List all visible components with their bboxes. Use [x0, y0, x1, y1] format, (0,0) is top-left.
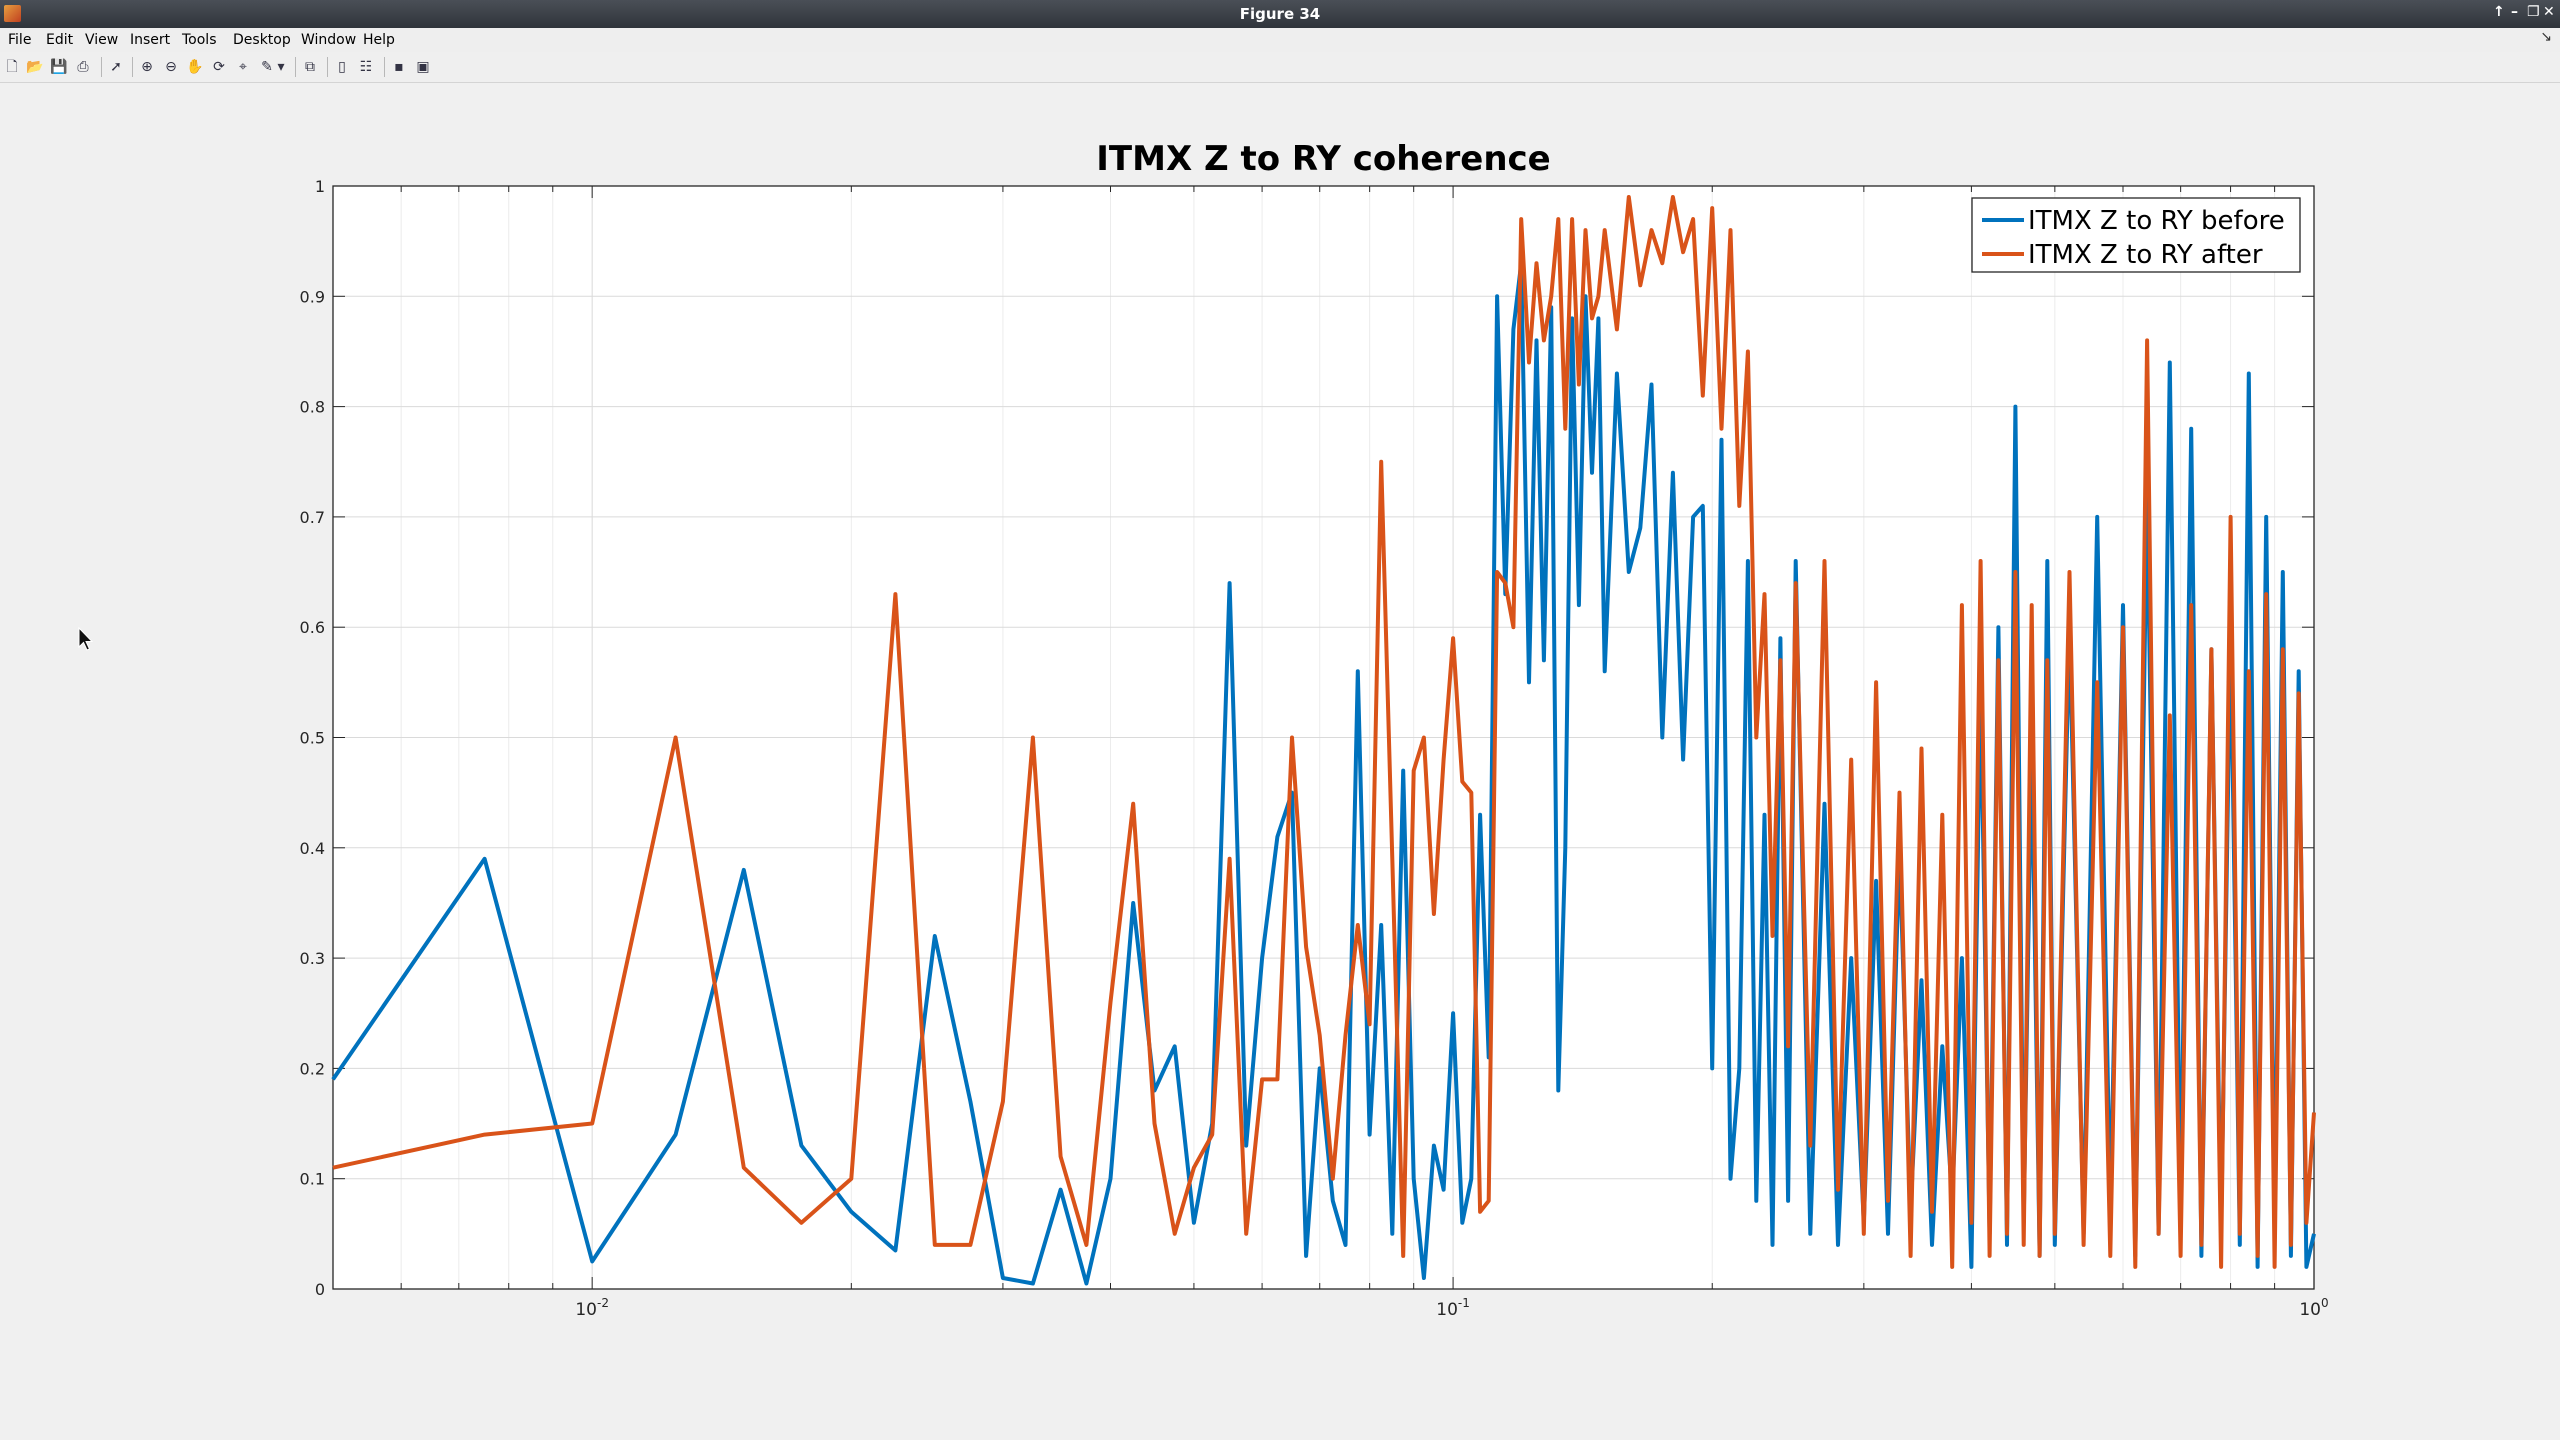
hide-plot-tools-icon[interactable]: ▪ [394, 59, 404, 75]
menu-help[interactable]: Help [363, 32, 395, 48]
toolbar-separator [327, 57, 328, 77]
pan-icon[interactable]: ✋ [186, 59, 204, 75]
rotate-3d-icon[interactable]: ⟳ [213, 59, 225, 75]
menu-edit[interactable]: Edit [46, 32, 74, 48]
axes-box [332, 185, 2315, 1290]
legend-box [1971, 197, 2301, 273]
toolbar-separator [295, 57, 296, 77]
y-tick-label: 0.5 [300, 729, 325, 748]
menu-bar: File Edit View Insert Tools Desktop Wind… [0, 28, 2560, 52]
toolbar-separator [384, 57, 385, 77]
new-figure-icon[interactable]: 🗋 [6, 59, 18, 75]
collapse-menu-icon[interactable]: ↘ [2540, 29, 2552, 45]
x-tick-label: 100 [2299, 1296, 2328, 1320]
y-tick-label: 0.4 [300, 839, 325, 858]
matlab-logo-icon [4, 5, 21, 22]
data-cursor-icon[interactable]: ⌖ [239, 59, 247, 75]
menu-view[interactable]: View [85, 32, 119, 48]
minimize-window-icon[interactable]: – [2511, 4, 2518, 20]
link-plot-icon[interactable]: ⧉ [305, 59, 315, 75]
y-tick-label: 0.1 [300, 1170, 325, 1189]
window-titlebar: Figure 34 ↑ – ❐ ✕ [0, 0, 2560, 28]
menu-window[interactable]: Window [301, 32, 357, 48]
menu-file[interactable]: File [8, 32, 32, 48]
x-tick-label: 10-2 [575, 1296, 609, 1320]
legend-label: ITMX Z to RY after [2028, 240, 2263, 270]
legend-icon[interactable]: ☷ [359, 59, 373, 75]
y-tick-label: 1 [315, 177, 325, 196]
legend-label: ITMX Z to RY before [2028, 206, 2285, 236]
pointer-icon[interactable]: ➚ [110, 59, 122, 75]
toolbar-separator [101, 57, 102, 77]
figure-toolbar: 🗋 📂 💾 ⎙ ➚ ⊕ ⊖ ✋ ⟳ ⌖ ✎ ▾ ⧉ ▯ ☷ ▪ ▣ [0, 52, 2560, 83]
y-tick-label: 0.9 [300, 287, 325, 306]
x-tick-label: 10-1 [1436, 1296, 1470, 1320]
menu-desktop[interactable]: Desktop [233, 32, 291, 48]
open-file-icon[interactable]: 📂 [26, 59, 44, 75]
chart-title: ITMX Z to RY coherence [1096, 139, 1550, 179]
pin-window-icon[interactable]: ↑ [2493, 4, 2505, 20]
y-tick-label: 0.2 [300, 1059, 325, 1078]
window-title: Figure 34 [1239, 5, 1321, 23]
colorbar-icon[interactable]: ▯ [338, 59, 346, 75]
series-line-after [332, 195, 2316, 1269]
toolbar-separator [132, 57, 133, 77]
show-plot-tools-icon[interactable]: ▣ [416, 59, 430, 75]
y-tick-label: 0.7 [300, 508, 325, 527]
y-tick-label: 0.6 [300, 618, 325, 637]
y-tick-label: 0 [315, 1280, 325, 1299]
mouse-cursor-icon [78, 627, 94, 651]
print-icon[interactable]: ⎙ [77, 59, 89, 75]
zoom-out-icon[interactable]: ⊖ [165, 59, 177, 75]
brush-menu-icon[interactable]: ▾ [277, 59, 285, 75]
brush-icon[interactable]: ✎ [261, 59, 273, 75]
maximize-window-icon[interactable]: ❐ [2527, 4, 2540, 20]
y-tick-label: 0.3 [300, 949, 325, 968]
close-window-icon[interactable]: ✕ [2543, 4, 2555, 20]
menu-tools[interactable]: Tools [182, 32, 217, 48]
menu-insert[interactable]: Insert [130, 32, 171, 48]
zoom-in-icon[interactable]: ⊕ [141, 59, 153, 75]
save-icon[interactable]: 💾 [50, 59, 68, 75]
y-tick-label: 0.8 [300, 398, 325, 417]
